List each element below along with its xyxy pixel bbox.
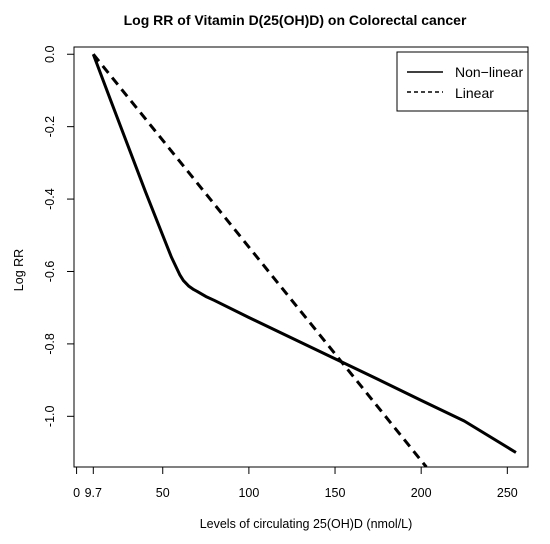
x-tick-label: 200 <box>411 486 432 500</box>
series-layer <box>91 53 517 467</box>
y-tick-label: 0.0 <box>43 46 57 63</box>
x-tick-label: 250 <box>497 486 518 500</box>
x-tick-label: 0 <box>73 486 80 500</box>
x-tick-label: 150 <box>325 486 346 500</box>
legend: Non−linear Linear <box>396 51 529 112</box>
series-line-non-linear <box>91 53 517 454</box>
plot-frame <box>73 46 529 468</box>
chart-title: Log RR of Vitamin D(25(OH)D) on Colorect… <box>124 12 467 28</box>
y-axis-label: Log RR <box>12 249 26 291</box>
legend-label-linear: Linear <box>455 85 494 101</box>
legend-label-non-linear: Non−linear <box>455 64 523 80</box>
y-tick-label: -0.8 <box>43 333 57 355</box>
y-axis: 0.0 -0.2 -0.4 -0.6 -0.8 -1.0 <box>43 46 74 427</box>
y-tick-label: -0.6 <box>43 261 57 283</box>
x-tick-label: 9.7 <box>85 486 102 500</box>
x-tick-label: 50 <box>156 486 170 500</box>
x-axis: 0 9.7 50 100 150 200 250 <box>73 467 518 500</box>
y-tick-label: -1.0 <box>43 405 57 427</box>
x-tick-label: 100 <box>238 486 259 500</box>
legend-box <box>396 51 529 112</box>
y-tick-label: -0.4 <box>43 188 57 210</box>
x-axis-label: Levels of circulating 25(OH)D (nmol/L) <box>200 517 413 531</box>
y-tick-label: -0.2 <box>43 116 57 138</box>
series-line-linear <box>92 53 428 467</box>
